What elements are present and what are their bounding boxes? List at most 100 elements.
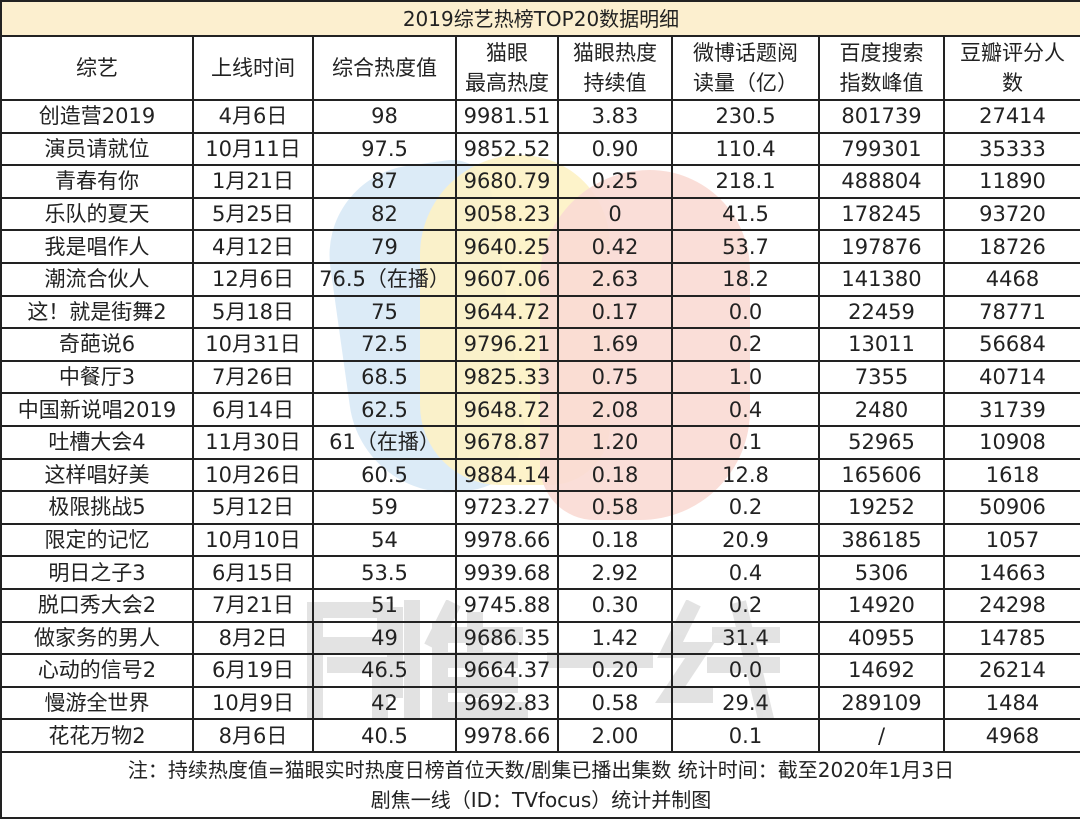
table-cell: 51 [312,587,457,623]
table-cell: 9664.37 [455,653,559,688]
table-cell: 19252 [818,490,945,525]
table-cell: 0.90 [557,131,673,167]
table-cell: 演员请就位 [0,131,194,167]
table-row: 这样唱好美 10月26日 60.5 9884.14 0.18 12.8 165606 1618 [0,457,1080,493]
table-cell: 488804 [818,164,945,199]
table-cell: 这样唱好美 [0,457,194,493]
table-cell: 27414 [943,99,1080,134]
table-cell: 82 [312,196,457,232]
footer-credit: 剧焦一线（ID：TVfocus）统计并制图 [370,788,712,812]
table-cell: 0.25 [557,164,673,199]
table-row: 慢游全世界 10月9日 42 9692.83 0.58 29.4 289109 1484 [0,685,1080,721]
table-cell: 4月12日 [192,229,314,264]
table-cell: 2.00 [557,718,673,753]
table-cell: 98 [312,99,457,134]
table-cell: 6月19日 [192,653,314,688]
column-header: 微博话题阅 读量（亿） [671,35,820,101]
table-cell: 60.5 [312,457,457,493]
table-cell: 心动的信号2 [0,653,194,688]
table-row: 奇葩说6 10月31日 72.5 9796.21 1.69 0.2 13011 56684 [0,327,1080,362]
table-cell: 24298 [943,587,1080,623]
table-cell: 0.18 [557,522,673,558]
table-cell: 20.9 [671,522,820,558]
table-cell: 这！就是街舞2 [0,294,194,330]
table-cell: 22459 [818,294,945,330]
table-row: 脱口秀大会2 7月21日 51 9745.88 0.30 0.2 14920 24298 [0,587,1080,623]
table-cell: 0.42 [557,229,673,264]
table-row: 中餐厅3 7月26日 68.5 9825.33 0.75 1.0 7355 40714 [0,359,1080,395]
column-header: 综艺 [0,35,194,101]
table-cell: 0.75 [557,359,673,395]
table-cell: 9825.33 [455,359,559,395]
table-cell: 4468 [943,261,1080,297]
table-cell: 4月6日 [192,99,314,134]
table-cell: 799301 [818,131,945,167]
table-cell: 6月14日 [192,392,314,427]
table-cell: 53.7 [671,229,820,264]
footer-note: 注：持续热度值=猫眼实时热度日榜首位天数/剧集已播出集数 统计时间：截至2020… [0,751,1080,819]
table-cell: 141380 [818,261,945,297]
table-cell: 0.30 [557,587,673,623]
table-cell: 97.5 [312,131,457,167]
table-row: 明日之子3 6月15日 53.5 9939.68 2.92 0.4 5306 14663 [0,555,1080,590]
table-cell: 0.58 [557,685,673,721]
table-cell: 2.63 [557,261,673,297]
table-cell: 5月18日 [192,294,314,330]
table-cell: 9644.72 [455,294,559,330]
table-cell: 9852.52 [455,131,559,167]
table-cell: 165606 [818,457,945,493]
table-cell: 14785 [943,620,1080,656]
table-cell: 5月25日 [192,196,314,232]
table-cell: 9723.27 [455,490,559,525]
table-cell: 0.0 [671,294,820,330]
table-cell: 49 [312,620,457,656]
table-cell: 68.5 [312,359,457,395]
column-header: 猫眼 最高热度 [455,35,559,101]
column-header: 豆瓣评分人数 [943,35,1080,101]
table-title: 2019综艺热榜TOP20数据明细 [0,0,1080,37]
table-row: 潮流合伙人 12月6日 76.5（在播） 9607.06 2.63 18.2 141380 4… [0,261,1080,297]
table-cell: 乐队的夏天 [0,196,194,232]
table-cell: 9884.14 [455,457,559,493]
table-cell: 52965 [818,424,945,460]
table-cell: 7月26日 [192,359,314,395]
table-cell: 10月11日 [192,131,314,167]
table-cell: 9607.06 [455,261,559,297]
header-row: 综艺 上线时间 综合热度值 猫眼 最高热度 猫眼热度 持续值 微博话题阅 读量（亿） 百度搜索 指数… [0,35,1080,101]
table-cell: 1.42 [557,620,673,656]
table-cell: 0.1 [671,718,820,753]
table-cell: 72.5 [312,327,457,362]
table-cell: 9680.79 [455,164,559,199]
table-cell: 2.08 [557,392,673,427]
column-header: 综合热度值 [312,35,457,101]
table-row: 我是唱作人 4月12日 79 9640.25 0.42 53.7 197876 18726 [0,229,1080,264]
table-cell: 78771 [943,294,1080,330]
table-cell: 0.17 [557,294,673,330]
table-cell: 12.8 [671,457,820,493]
table-cell: 脱口秀大会2 [0,587,194,623]
table-cell: 5月12日 [192,490,314,525]
table-cell: 11890 [943,164,1080,199]
table-cell: 801739 [818,99,945,134]
table-cell: 56684 [943,327,1080,362]
table-cell: 9796.21 [455,327,559,362]
table-cell: 50906 [943,490,1080,525]
table-cell: / [818,718,945,753]
table-cell: 9978.66 [455,522,559,558]
table-cell: 230.5 [671,99,820,134]
table-cell: 吐槽大会4 [0,424,194,460]
table-cell: 0.18 [557,457,673,493]
table-cell: 35333 [943,131,1080,167]
table-cell: 慢游全世界 [0,685,194,721]
table-cell: 限定的记忆 [0,522,194,558]
table-cell: 10908 [943,424,1080,460]
table-cell: 289109 [818,685,945,721]
table-row: 中国新说唱2019 6月14日 62.5 9648.72 2.08 0.4 2480 3173… [0,392,1080,427]
table-cell: 4968 [943,718,1080,753]
table-cell: 9692.83 [455,685,559,721]
table-cell: 1618 [943,457,1080,493]
table-cell: 11月30日 [192,424,314,460]
table-cell: 93720 [943,196,1080,232]
column-header: 上线时间 [192,35,314,101]
table-cell: 61（在播） [312,424,457,460]
